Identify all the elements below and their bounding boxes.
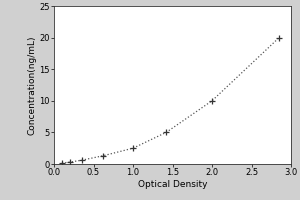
X-axis label: Optical Density: Optical Density <box>138 180 207 189</box>
Y-axis label: Concentration(ng/mL): Concentration(ng/mL) <box>28 35 37 135</box>
